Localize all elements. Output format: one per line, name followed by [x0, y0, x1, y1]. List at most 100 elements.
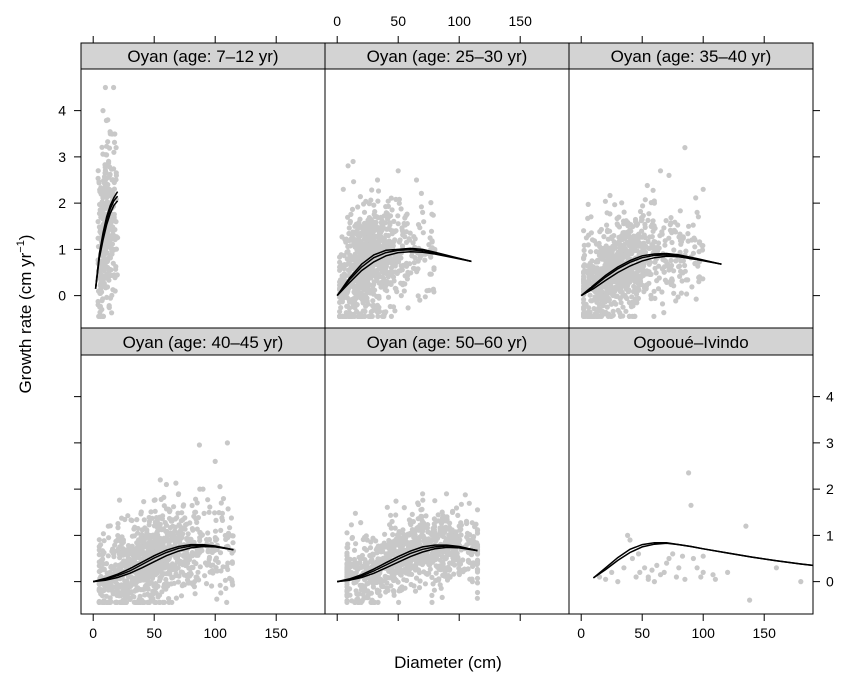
data-point: [369, 599, 375, 606]
data-point: [118, 550, 124, 556]
data-point: [224, 599, 230, 606]
data-point: [383, 263, 389, 269]
data-point: [101, 280, 107, 286]
y-axis-title: Growth rate (cm yr−1): [15, 235, 35, 394]
data-point: [631, 276, 637, 282]
data-point: [653, 245, 659, 251]
data-point: [97, 290, 104, 296]
data-point: [451, 571, 457, 577]
data-point: [400, 280, 406, 286]
data-point: [582, 268, 588, 274]
data-point: [135, 599, 141, 606]
data-point: [337, 309, 343, 315]
fitted-curve-3: [336, 250, 472, 297]
data-point: [195, 569, 201, 575]
data-point: [351, 179, 357, 185]
axes-layer: 0 50 100 150 0 50 100 150 0 50 100 150 0 1 2 3 4 0 1 2 3 4: [58, 13, 834, 641]
data-point: [672, 219, 678, 225]
data-point: [385, 198, 391, 204]
data-point: [112, 131, 118, 137]
data-point: [585, 201, 591, 207]
data-point: [402, 215, 408, 221]
data-point: [661, 264, 668, 270]
data-point: [113, 172, 119, 178]
data-point: [349, 535, 355, 542]
data-point: [474, 580, 481, 586]
data-point: [614, 293, 620, 299]
data-point: [359, 273, 365, 279]
data-point: [114, 272, 120, 278]
data-point: [191, 539, 197, 545]
data-point: [620, 293, 626, 299]
data-point: [431, 265, 437, 271]
data-point: [677, 273, 683, 279]
data-point: [613, 279, 619, 285]
data-point: [669, 279, 675, 285]
data-point: [373, 242, 379, 248]
data-point: [392, 308, 398, 314]
data-point: [181, 582, 187, 588]
data-point: [95, 219, 101, 225]
data-point: [374, 177, 381, 183]
data-point: [387, 239, 393, 245]
data-point: [604, 210, 610, 216]
data-point: [417, 225, 423, 231]
data-point: [378, 284, 384, 290]
data-point: [194, 519, 200, 526]
data-point: [651, 288, 657, 294]
data-point: [184, 550, 190, 556]
data-point: [628, 268, 634, 274]
data-point: [110, 190, 116, 196]
x-tick-label: 50: [390, 13, 406, 29]
data-point: [657, 233, 663, 239]
data-point: [626, 250, 632, 257]
data-point: [623, 218, 629, 224]
data-point: [370, 283, 376, 289]
data-point: [362, 292, 368, 298]
data-point: [622, 248, 629, 254]
data-point: [632, 313, 638, 319]
data-point: [605, 313, 611, 319]
data-point: [667, 222, 673, 228]
data-point: [388, 525, 394, 531]
data-point: [625, 282, 631, 288]
data-point: [106, 186, 112, 192]
data-point: [650, 187, 656, 193]
data-point: [666, 267, 672, 273]
data-point: [581, 228, 587, 234]
data-point: [368, 229, 374, 235]
data-point: [602, 249, 608, 255]
data-point: [161, 503, 167, 509]
fitted-curve-1: [580, 252, 722, 297]
panel-title: Ogooué–Ivindo: [633, 333, 748, 352]
data-point: [111, 214, 117, 220]
panel-title: Oyan (age: 25–30 yr): [367, 47, 528, 66]
data-point: [374, 268, 380, 274]
data-point: [603, 284, 609, 290]
data-point: [700, 569, 706, 576]
data-point: [115, 525, 121, 531]
data-point: [597, 296, 603, 302]
data-point: [103, 152, 109, 158]
data-point: [627, 537, 633, 543]
data-point: [343, 310, 349, 316]
data-point: [217, 550, 224, 556]
y-tick-label: 3: [826, 435, 834, 451]
data-point: [163, 522, 170, 528]
data-point: [581, 242, 587, 248]
panel-plot-area: [580, 145, 722, 319]
data-point: [345, 214, 351, 220]
data-point: [403, 229, 409, 235]
data-point: [607, 285, 613, 291]
data-point: [139, 549, 145, 555]
data-point: [412, 567, 418, 573]
data-point: [694, 565, 700, 571]
data-point: [105, 117, 111, 123]
data-point: [609, 569, 615, 576]
data-point: [113, 264, 119, 270]
data-point: [456, 523, 462, 529]
data-point: [420, 209, 426, 215]
data-point: [417, 578, 423, 584]
data-point: [587, 267, 594, 273]
data-point: [132, 547, 138, 553]
